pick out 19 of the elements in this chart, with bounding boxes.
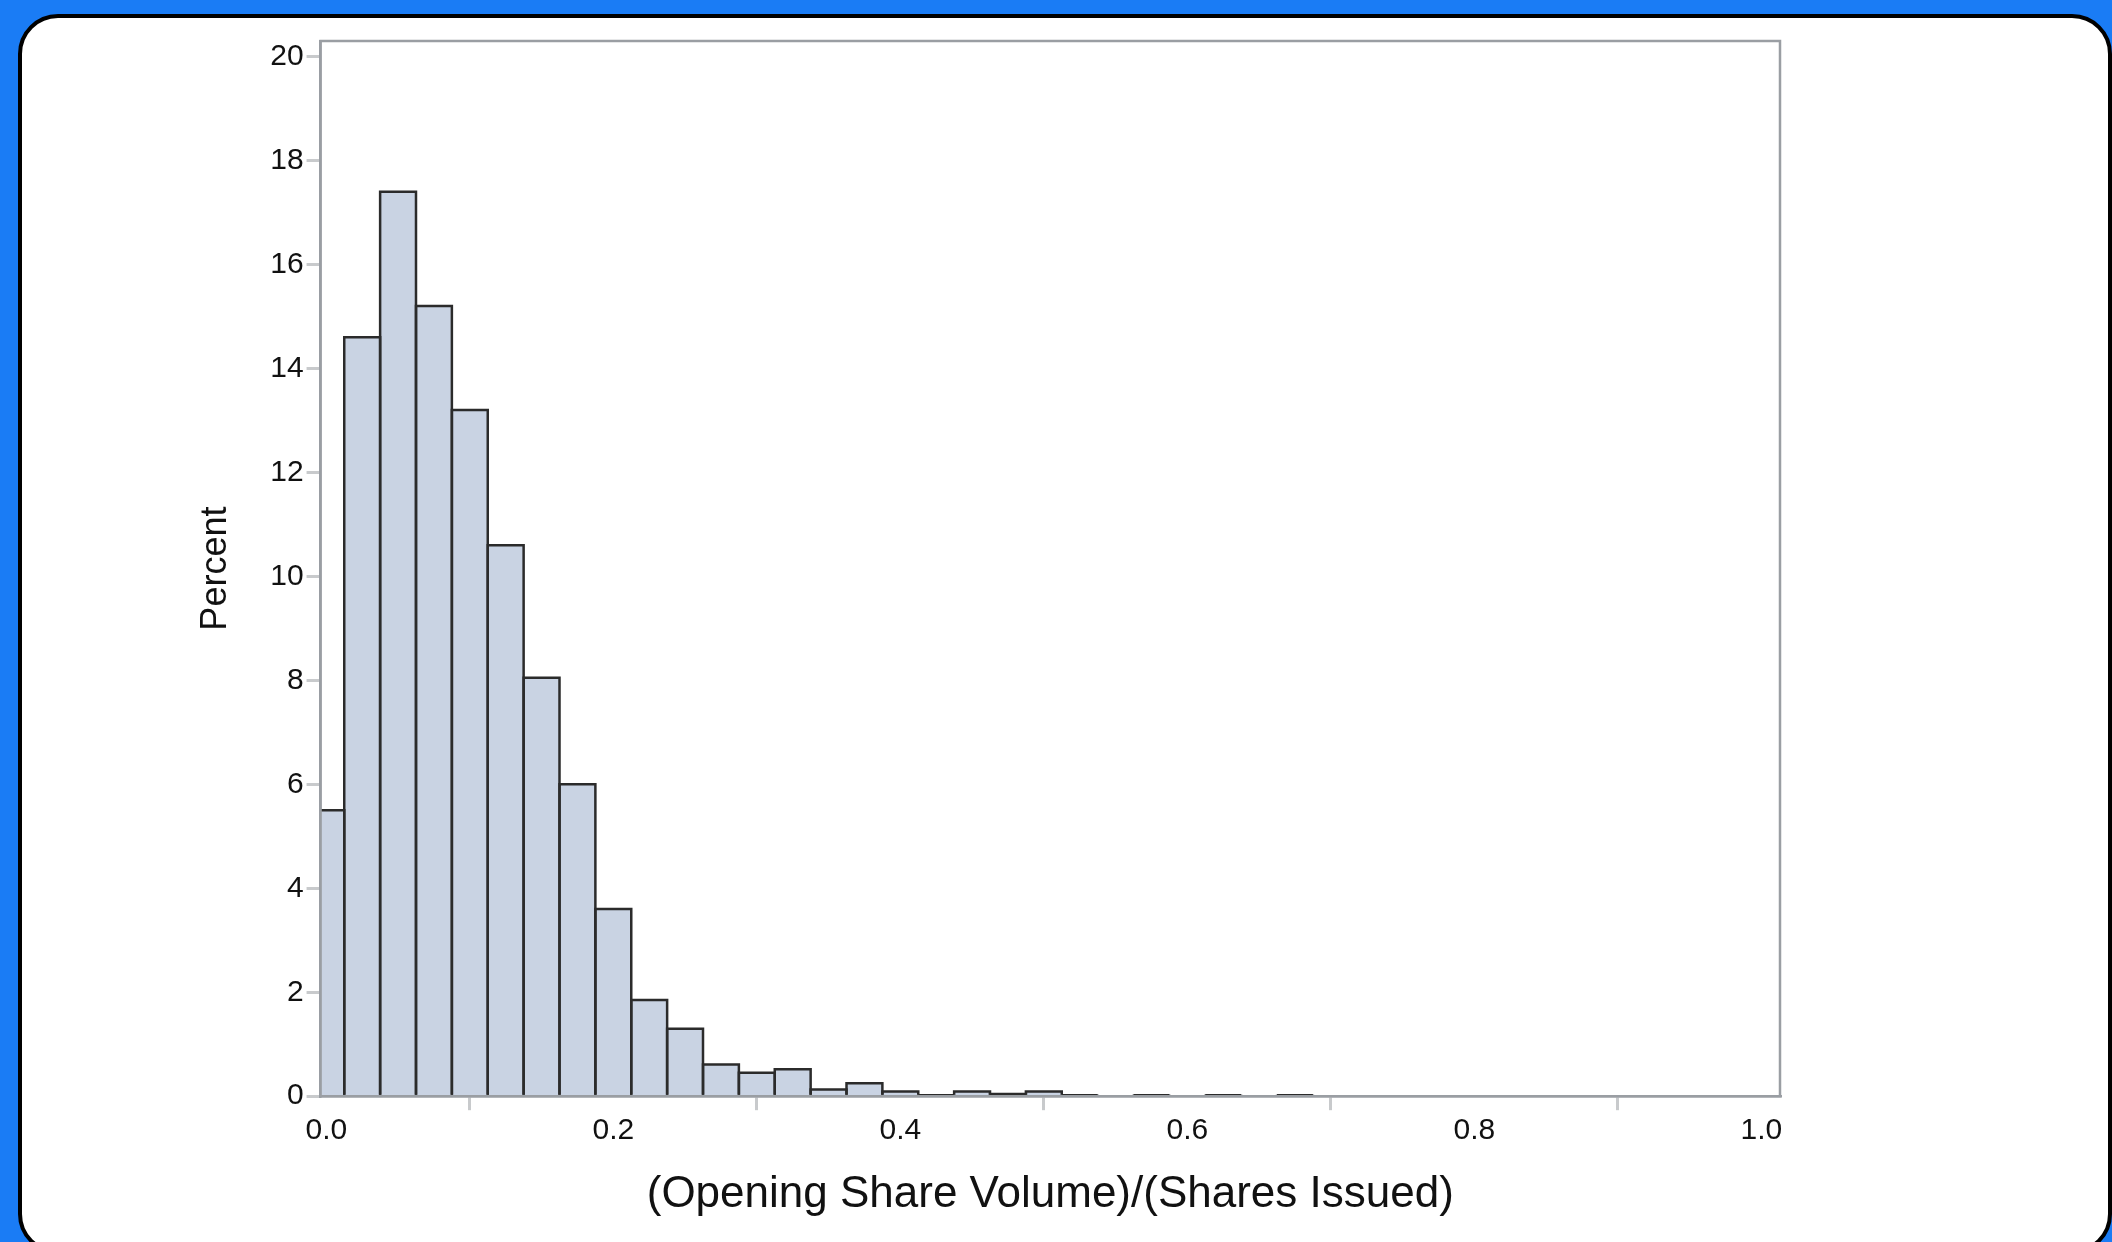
- x-tick-label: 0.2: [592, 1112, 635, 1146]
- y-tick-label: 8: [286, 661, 304, 695]
- y-tick-label: 16: [270, 245, 304, 279]
- x-tick-label: 1.0: [1740, 1112, 1783, 1146]
- y-tick-label: 10: [270, 557, 304, 591]
- y-axis-title: Percent: [192, 506, 234, 631]
- x-tick-label: 0.6: [1166, 1112, 1209, 1146]
- x-tick-label: 0.4: [879, 1112, 922, 1146]
- y-tick-label: 6: [286, 765, 304, 799]
- y-tick-label: 0: [286, 1077, 304, 1111]
- y-tick-label: 2: [286, 973, 304, 1007]
- x-tick-label: 0.8: [1453, 1112, 1496, 1146]
- y-tick-label: 18: [270, 141, 304, 175]
- y-tick-label: 14: [270, 349, 304, 383]
- x-axis-title: (Opening Share Volume)/(Shares Issued): [646, 1166, 1454, 1216]
- y-tick-label: 20: [270, 37, 304, 71]
- y-tick-label: 4: [286, 869, 304, 903]
- y-tick-label: 12: [270, 453, 304, 487]
- x-tick-label: 0.0: [305, 1112, 348, 1146]
